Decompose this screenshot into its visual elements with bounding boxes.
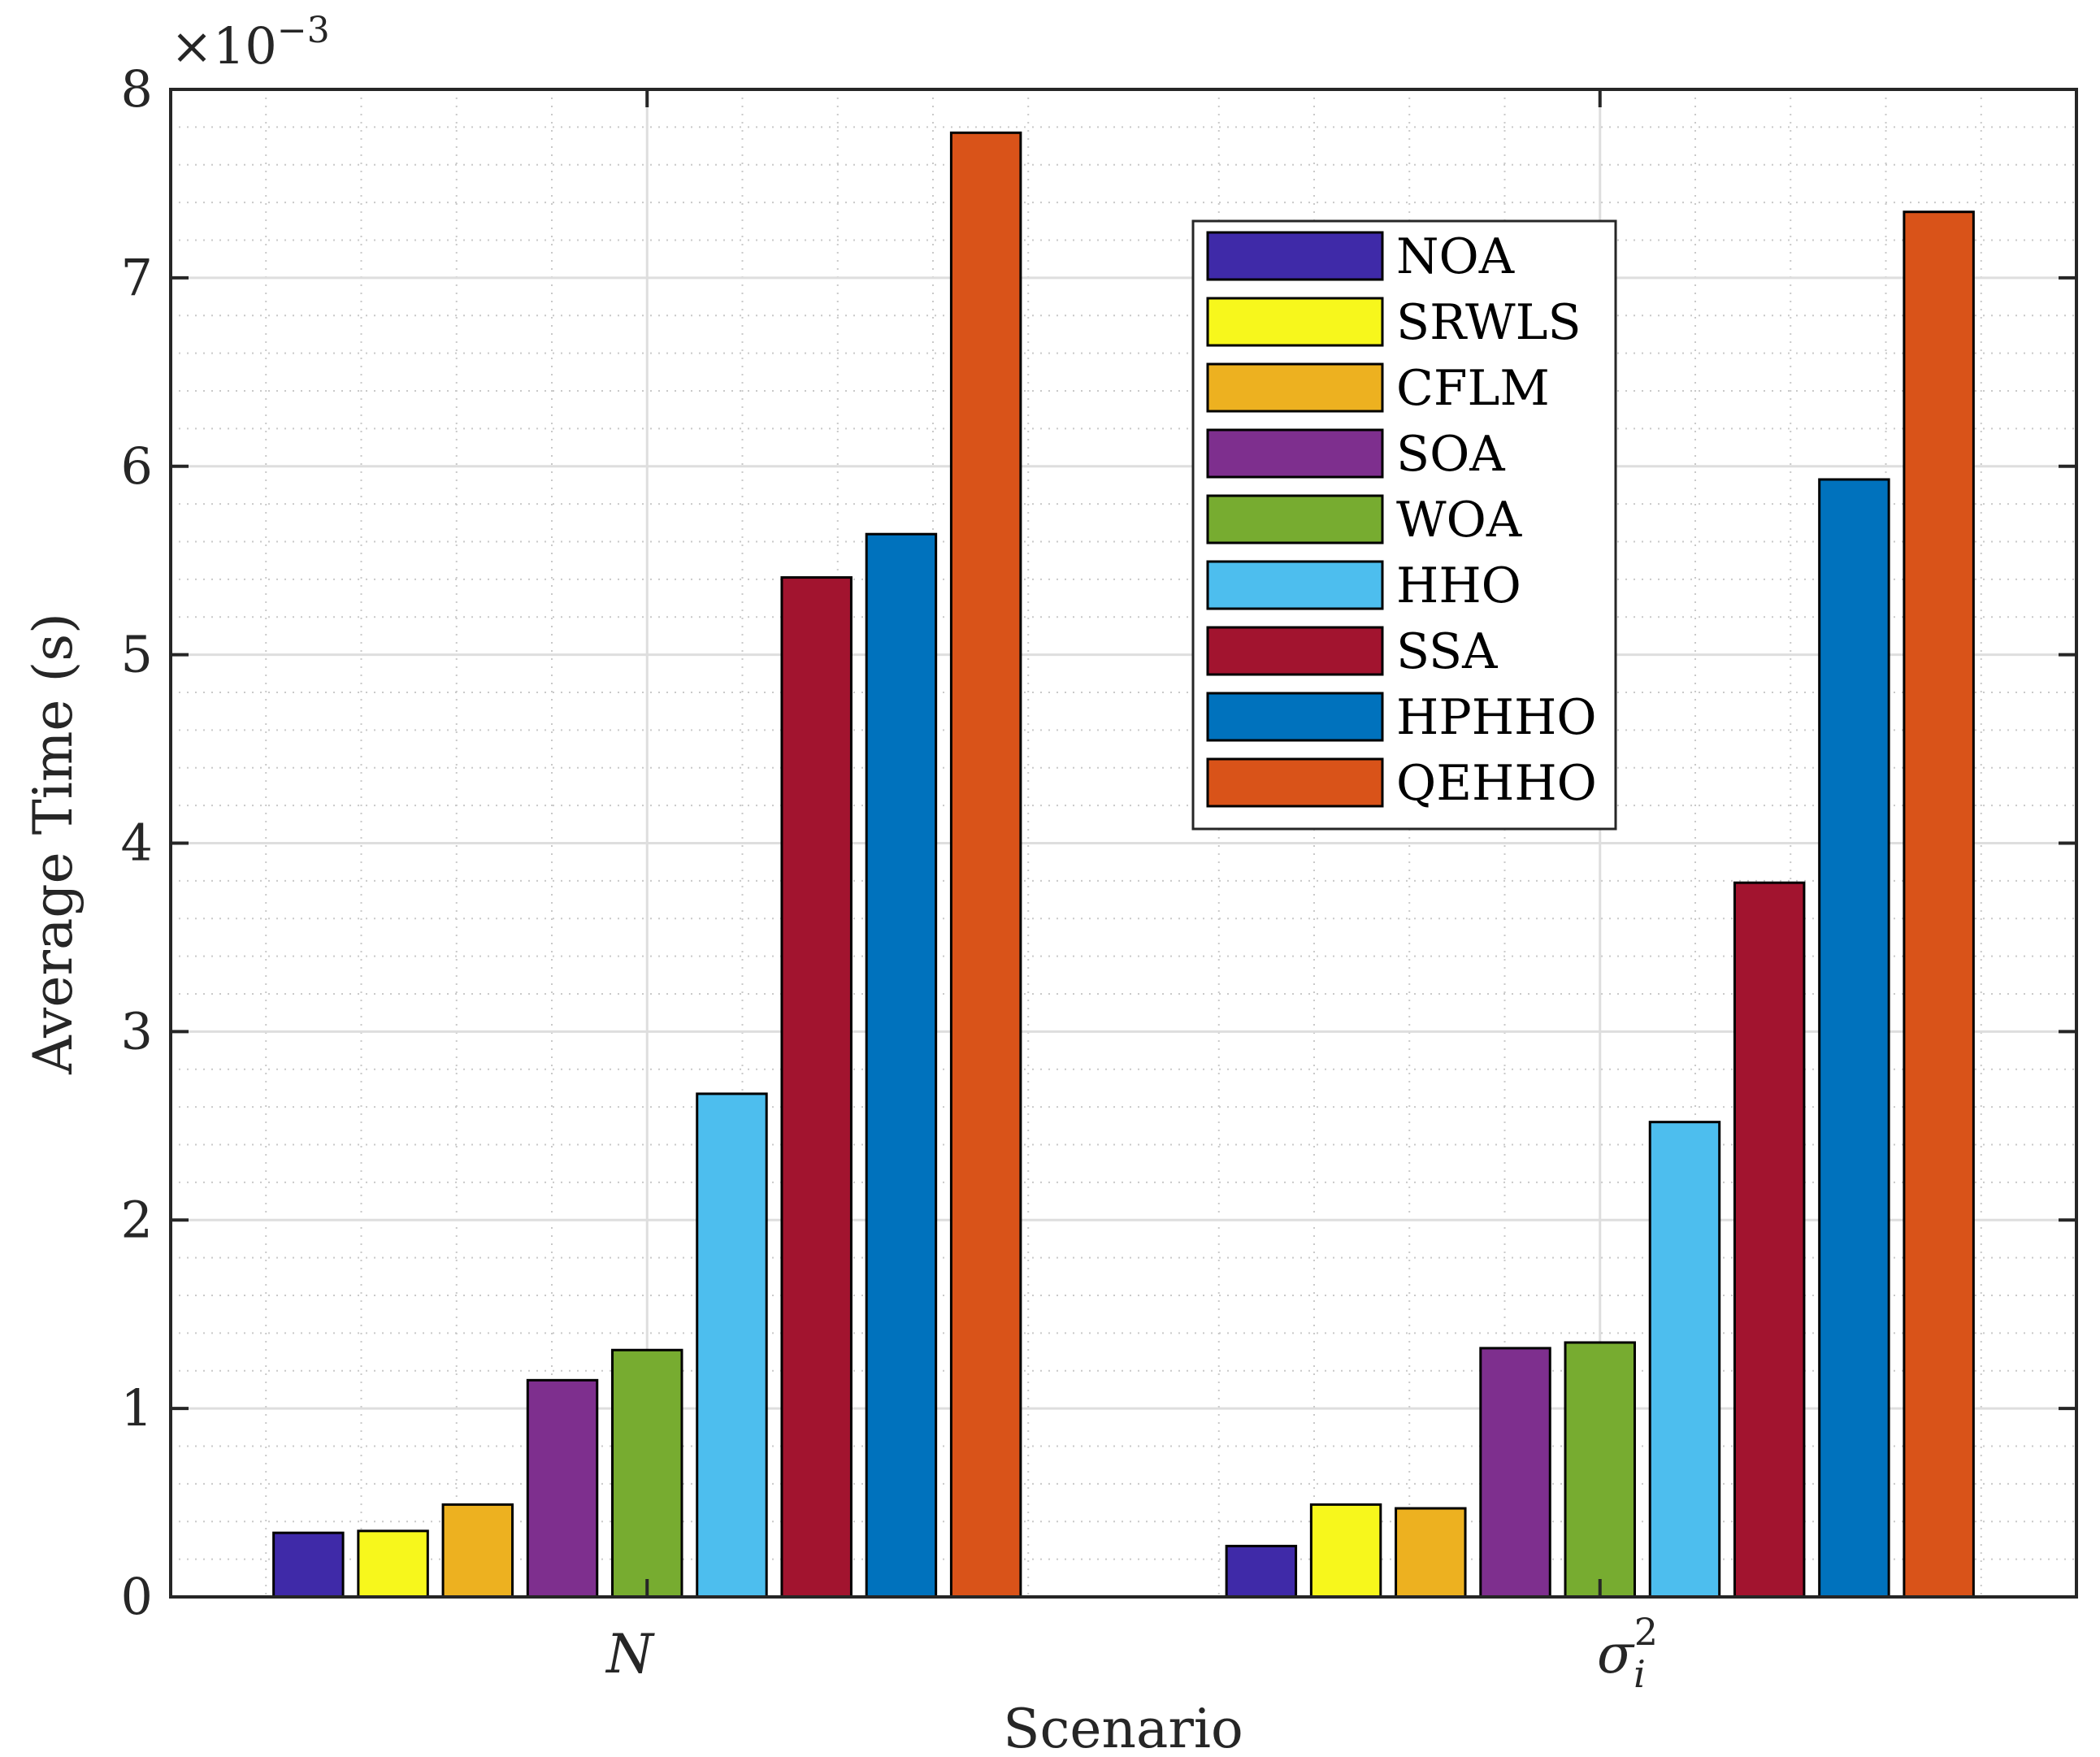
- x-category-label-sigma: σi2: [1597, 1610, 1658, 1696]
- legend-swatch-noa: [1206, 231, 1384, 281]
- legend-swatch-qehho: [1206, 757, 1384, 808]
- x-axis-title: Scenario: [1003, 1698, 1243, 1757]
- y-tick-label: 4: [121, 813, 153, 873]
- legend-label-qehho: QEHHO: [1396, 755, 1597, 812]
- sigma-base: σ: [1597, 1623, 1635, 1685]
- legend-swatch-srwls: [1206, 297, 1384, 347]
- bar-hho-sigma: [1648, 1121, 1721, 1599]
- y-tick-label: 2: [121, 1190, 153, 1249]
- bar-noa-n: [272, 1531, 345, 1599]
- bar-cflm-n: [441, 1503, 514, 1599]
- bar-cflm-sigma: [1395, 1507, 1467, 1599]
- legend-swatch-woa: [1206, 494, 1384, 544]
- bar-ssa-sigma: [1733, 881, 1806, 1599]
- legend-label-cflm: CFLM: [1396, 360, 1550, 417]
- x-category-label-n: N: [605, 1623, 655, 1685]
- bar-woa-n: [611, 1348, 683, 1599]
- bar-soa-n: [526, 1378, 599, 1599]
- y-tick-label: 0: [121, 1567, 153, 1626]
- bar-srwls-n: [357, 1529, 429, 1599]
- y-tick-label: 1: [121, 1378, 153, 1438]
- legend-swatch-hho: [1206, 560, 1384, 610]
- y-exponent-label: ×10−3: [171, 10, 330, 76]
- legend-swatch-ssa: [1206, 626, 1384, 676]
- y-tick-label: 5: [121, 625, 153, 684]
- legend-label-noa: NOA: [1396, 228, 1515, 285]
- bar-ssa-n: [780, 576, 853, 1599]
- legend-label-srwls: SRWLS: [1396, 294, 1582, 351]
- bar-srwls-sigma: [1309, 1503, 1382, 1599]
- legend-label-woa: WOA: [1396, 492, 1522, 549]
- y-tick-label: 7: [121, 248, 153, 307]
- axis-ticks: [171, 88, 2076, 1599]
- y-axis-title: Average Time (s): [22, 613, 85, 1075]
- bar-qehho-sigma: [1903, 210, 1975, 1599]
- legend-label-hphho: HPHHO: [1396, 689, 1597, 746]
- legend-swatch-hphho: [1206, 692, 1384, 742]
- legend-label-soa: SOA: [1396, 426, 1505, 483]
- legend: NOA SRWLS CFLM SOA WOA HHO SSA HPHHO QEHHO: [1191, 219, 1617, 831]
- bar-noa-sigma: [1225, 1544, 1298, 1599]
- legend-label-hho: HHO: [1396, 557, 1521, 614]
- bar-woa-sigma: [1564, 1341, 1636, 1599]
- y-tick-label: 8: [121, 59, 153, 119]
- sigma-superscript: 2: [1634, 1610, 1658, 1654]
- y-tick-labels: 0 1 2 3 4 5 6 7 8: [121, 59, 153, 1626]
- y-tick-label: 6: [121, 436, 153, 496]
- legend-swatch-soa: [1206, 428, 1384, 479]
- bar-soa-sigma: [1479, 1347, 1551, 1599]
- y-tick-label: 3: [121, 1001, 153, 1061]
- bar-hphho-sigma: [1818, 478, 1890, 1599]
- legend-swatch-cflm: [1206, 362, 1384, 413]
- bar-qehho-n: [949, 131, 1022, 1599]
- bar-hphho-n: [865, 532, 938, 1599]
- bar-hho-n: [696, 1092, 768, 1599]
- legend-label-ssa: SSA: [1396, 623, 1498, 680]
- sigma-subscript: i: [1634, 1652, 1646, 1696]
- bars-group: [272, 131, 1975, 1599]
- y-exponent-power: −3: [277, 10, 330, 51]
